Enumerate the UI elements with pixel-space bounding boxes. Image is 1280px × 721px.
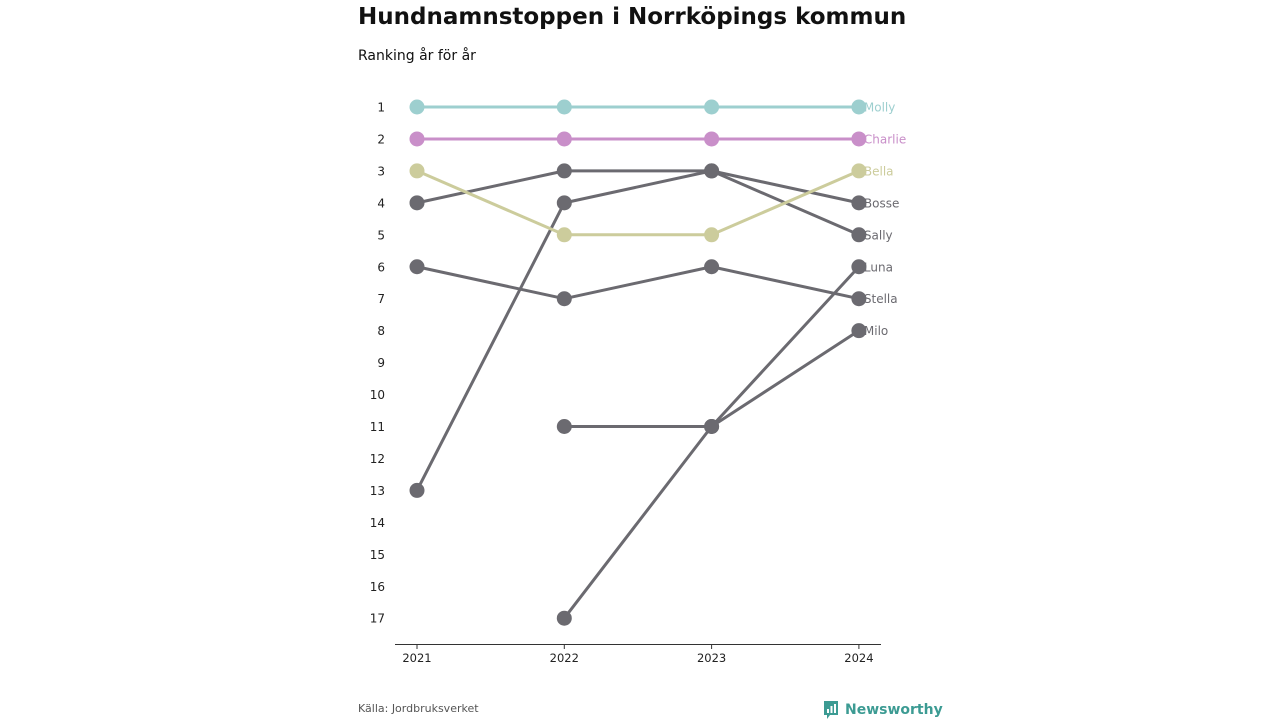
y-tick-label: 8	[377, 324, 385, 338]
x-tick-label: 2022	[550, 651, 579, 665]
data-point-molly	[556, 99, 572, 115]
series-label-bosse: Bosse	[864, 196, 899, 210]
data-point-bosse	[556, 163, 572, 179]
y-tick-label: 7	[377, 292, 385, 306]
y-tick-label: 15	[370, 548, 385, 562]
series-line-stella	[416, 265, 860, 301]
data-point-sally	[409, 482, 425, 498]
series-label-luna: Luna	[864, 260, 893, 274]
data-point-bosse	[851, 195, 867, 211]
series-line-sally	[415, 169, 860, 492]
data-point-luna	[556, 610, 572, 626]
data-point-stella	[556, 291, 572, 307]
y-tick-label: 13	[370, 484, 385, 498]
y-tick-label: 3	[377, 164, 385, 178]
data-point-molly	[704, 99, 720, 115]
series-labels: Molly Charlie Bella Bosse Sally Luna Stella Mil…	[864, 101, 906, 339]
series-label-sally: Sally	[864, 228, 893, 242]
x-tick-label: 2024	[844, 651, 873, 665]
data-point-stella	[851, 291, 867, 307]
data-point-charlie	[851, 131, 867, 147]
x-axis: 2021 2022 2023 2024	[395, 644, 881, 665]
chart-subtitle: Ranking år för år	[358, 48, 476, 64]
data-point-milo	[851, 323, 867, 339]
data-point-bella	[409, 163, 425, 179]
data-point-bella	[851, 163, 867, 179]
data-point-stella	[409, 259, 425, 275]
y-tick-label: 5	[377, 228, 385, 242]
data-point-charlie	[704, 131, 720, 147]
data-point-bosse	[409, 195, 425, 211]
series-label-charlie: Charlie	[864, 132, 906, 146]
data-point-bella	[556, 227, 572, 243]
series-line-milo	[564, 329, 860, 428]
data-point-charlie	[556, 131, 572, 147]
data-point-sally	[556, 195, 572, 211]
y-tick-label: 16	[370, 580, 385, 594]
y-tick-label: 14	[370, 516, 385, 530]
y-tick-label: 10	[370, 388, 385, 402]
x-tick-label: 2021	[402, 651, 431, 665]
data-point-charlie	[409, 131, 425, 147]
y-tick-label: 12	[370, 452, 385, 466]
data-point-stella	[704, 259, 720, 275]
series-label-molly: Molly	[864, 101, 895, 115]
data-point-luna	[851, 259, 867, 275]
data-point-bella	[704, 227, 720, 243]
newsworthy-logo-icon	[824, 701, 838, 719]
data-point-molly	[409, 99, 425, 115]
chart-title: Hundnamnstoppen i Norrköpings kommun	[358, 4, 907, 30]
series-label-bella: Bella	[864, 164, 894, 178]
y-tick-label: 9	[377, 356, 385, 370]
source-note: Källa: Jordbruksverket	[358, 702, 479, 715]
y-tick-label: 4	[377, 196, 385, 210]
data-point-molly	[851, 99, 867, 115]
brand-name: Newsworthy	[845, 702, 943, 718]
x-tick-label: 2023	[697, 651, 726, 665]
series-label-milo: Milo	[864, 324, 888, 338]
y-tick-label: 1	[377, 101, 385, 115]
y-tick-label: 11	[370, 420, 385, 434]
series-line-bella	[416, 169, 860, 237]
y-tick-label: 6	[377, 260, 385, 274]
brand-logo[interactable]: Newsworthy	[823, 699, 943, 721]
y-tick-label: 2	[377, 132, 385, 146]
series-label-stella: Stella	[864, 292, 898, 306]
data-point-milo	[556, 419, 572, 434]
data-point-milo	[704, 419, 720, 434]
series-lines	[415, 105, 861, 620]
y-tick-label: 17	[370, 612, 385, 626]
series-points	[409, 99, 867, 626]
data-point-sally	[851, 227, 867, 243]
series-line-bosse	[416, 169, 860, 205]
data-point-sally	[704, 163, 720, 179]
series-line-luna	[563, 265, 861, 620]
